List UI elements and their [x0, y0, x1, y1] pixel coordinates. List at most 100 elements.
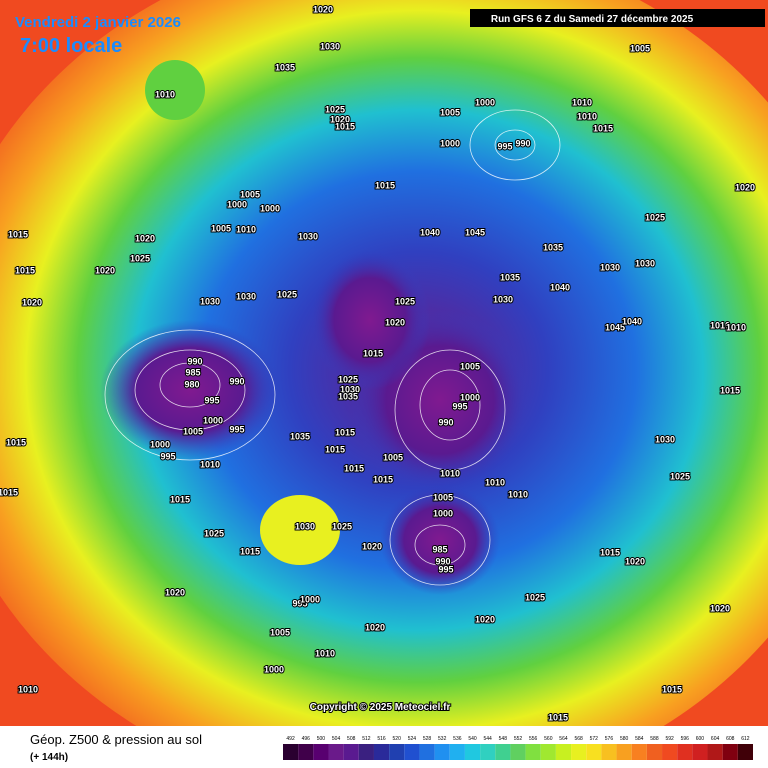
pressure-label: 1005	[211, 223, 231, 233]
pressure-label: 1015	[0, 487, 18, 497]
pressure-label: 1010	[726, 322, 746, 332]
low-area	[100, 320, 280, 460]
pressure-label: 1015	[375, 180, 395, 190]
scale-swatch	[389, 744, 405, 760]
pressure-label: 1015	[593, 123, 613, 133]
run-info: Run GFS 6 Z du Samedi 27 décembre 2025	[491, 14, 694, 25]
pressure-label: 1000	[475, 97, 495, 107]
high-area	[145, 60, 205, 120]
date: Vendredi 2 janvier 2026	[15, 14, 181, 31]
scale-swatch	[692, 744, 708, 760]
scale-label: 604	[711, 736, 720, 742]
scale-label: 504	[332, 736, 341, 742]
pressure-label: 1015	[373, 474, 393, 484]
scale-label: 540	[468, 736, 477, 742]
pressure-label: 1015	[240, 546, 260, 556]
scale-swatch	[283, 744, 299, 760]
pressure-label: 1020	[385, 317, 405, 327]
pressure-label: 995	[204, 395, 219, 405]
high-area	[260, 495, 340, 565]
pressure-label: 1005	[183, 426, 203, 436]
scale-swatch	[510, 744, 526, 760]
pressure-label: 1035	[500, 272, 520, 282]
scale-label: 608	[726, 736, 735, 742]
pressure-label: 1000	[460, 392, 480, 402]
pressure-label: 1000	[260, 203, 280, 213]
pressure-label: 1020	[313, 4, 333, 14]
scale-label: 520	[393, 736, 402, 742]
scale-label: 556	[529, 736, 538, 742]
pressure-label: 1030	[635, 258, 655, 268]
pressure-label: 1025	[277, 289, 297, 299]
pressure-label: 1005	[270, 627, 290, 637]
pressure-label: 1030	[600, 262, 620, 272]
pressure-label: 1015	[8, 229, 28, 239]
pressure-label: 1010	[200, 459, 220, 469]
pressure-label: 1020	[95, 265, 115, 275]
scale-swatch	[555, 744, 572, 760]
pressure-label: 990	[435, 556, 450, 566]
pressure-label: 990	[187, 356, 202, 366]
scale-label: 560	[544, 736, 553, 742]
pressure-label: 995	[452, 401, 467, 411]
pressure-label: 1030	[320, 41, 340, 51]
scale-label: 500	[317, 736, 326, 742]
scale-swatch	[540, 744, 556, 760]
pressure-label: 1010	[155, 89, 175, 99]
pressure-label: 1020	[735, 182, 755, 192]
pressure-label: 995	[229, 424, 244, 434]
scale-label: 496	[302, 736, 311, 742]
legend-title: Géop. Z500 & pression au sol	[30, 732, 202, 747]
scale-swatch	[601, 744, 617, 760]
scale-swatch	[631, 744, 647, 760]
pressure-label: 1040	[420, 227, 440, 237]
pressure-label: 1025	[670, 471, 690, 481]
scale-swatch	[313, 744, 329, 760]
scale-swatch	[464, 744, 481, 760]
pressure-label: 1000	[264, 664, 284, 674]
pressure-label: 1000	[433, 508, 453, 518]
pressure-label: 1015	[662, 684, 682, 694]
pressure-label: 1025	[130, 253, 150, 263]
scale-swatch	[495, 744, 511, 760]
pressure-label: 1030	[340, 384, 360, 394]
scale-label: 592	[665, 736, 674, 742]
scale-label: 564	[559, 736, 568, 742]
pressure-label: 995	[438, 564, 453, 574]
pressure-label: 1015	[15, 265, 35, 275]
scale-swatch	[343, 744, 359, 760]
pressure-label: 1020	[135, 233, 155, 243]
scale-swatch	[616, 744, 632, 760]
pressure-label: 1040	[622, 316, 642, 326]
low-area	[380, 485, 500, 595]
pressure-label: 1020	[710, 603, 730, 613]
pressure-label: 1015	[363, 348, 383, 358]
scale-label: 528	[423, 736, 432, 742]
pressure-label: 1030	[493, 294, 513, 304]
scale-label: 544	[484, 736, 493, 742]
scale-label: 508	[347, 736, 356, 742]
pressure-label: 1025	[525, 592, 545, 602]
pressure-label: 1010	[485, 477, 505, 487]
pressure-label: 995	[292, 598, 307, 608]
pressure-label: 1000	[150, 439, 170, 449]
pressure-label: 1020	[330, 114, 350, 124]
pressure-label: 1045	[465, 227, 485, 237]
scale-swatch	[525, 744, 541, 760]
scale-swatch	[298, 744, 314, 760]
pressure-label: 1000	[300, 594, 320, 604]
scale-swatch	[404, 744, 420, 760]
scale-label: 572	[590, 736, 599, 742]
pressure-label: 1035	[543, 242, 563, 252]
scale-label: 600	[696, 736, 705, 742]
pressure-label: 1045	[605, 322, 625, 332]
scale-label: 568	[574, 736, 583, 742]
pressure-label: 1025	[645, 212, 665, 222]
pressure-label: 995	[497, 141, 512, 151]
scale-label: 536	[453, 736, 462, 742]
scale-label: 548	[499, 736, 508, 742]
pressure-label: 1025	[325, 104, 345, 114]
scale-swatch	[677, 744, 693, 760]
